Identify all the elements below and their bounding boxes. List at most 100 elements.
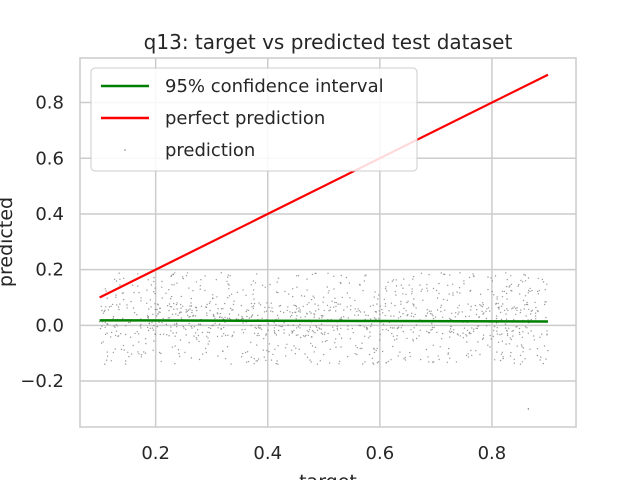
prediction-point: [146, 314, 149, 317]
prediction-point: [334, 297, 336, 299]
prediction-point: [462, 332, 464, 334]
prediction-point: [449, 328, 452, 330]
prediction-point: [206, 314, 208, 317]
prediction-point: [291, 312, 294, 314]
prediction-point: [154, 333, 156, 335]
prediction-point: [426, 283, 428, 286]
prediction-point: [173, 302, 175, 305]
prediction-point: [361, 347, 363, 350]
prediction-point: [132, 284, 134, 286]
prediction-point: [197, 329, 199, 331]
prediction-point: [541, 278, 544, 281]
prediction-point: [172, 273, 175, 276]
prediction-point: [481, 310, 483, 313]
prediction-point: [543, 303, 546, 306]
prediction-point: [256, 334, 258, 337]
prediction-point: [516, 325, 518, 328]
prediction-point: [191, 311, 193, 314]
prediction-point: [377, 298, 379, 300]
prediction-point: [527, 289, 530, 292]
prediction-point: [402, 330, 404, 333]
prediction-point: [195, 281, 198, 283]
prediction-point: [372, 362, 374, 364]
prediction-point: [217, 355, 219, 357]
prediction-point: [518, 327, 521, 330]
prediction-point: [363, 311, 366, 313]
prediction-point: [364, 361, 366, 363]
prediction-point: [333, 288, 335, 290]
prediction-point: [524, 304, 526, 306]
prediction-point: [537, 310, 539, 313]
prediction-point: [455, 361, 458, 363]
prediction-point: [403, 278, 405, 280]
prediction-point: [356, 310, 358, 313]
prediction-point: [240, 356, 243, 358]
prediction-point: [182, 325, 184, 328]
prediction-point: [468, 332, 470, 335]
prediction-point: [309, 311, 311, 313]
prediction-point: [201, 331, 204, 334]
prediction-point: [140, 323, 142, 326]
prediction-point: [381, 350, 384, 353]
prediction-point: [525, 303, 528, 306]
prediction-point: [144, 338, 147, 340]
prediction-point: [154, 292, 156, 295]
prediction-point: [304, 353, 306, 355]
prediction-point: [130, 300, 132, 303]
prediction-point: [250, 356, 252, 358]
prediction-point: [212, 314, 215, 316]
prediction-point: [221, 316, 223, 319]
prediction-point: [534, 312, 537, 314]
prediction-point: [527, 277, 530, 279]
prediction-point: [447, 353, 449, 355]
prediction-point: [359, 347, 361, 350]
prediction-point: [153, 276, 155, 279]
confidence-interval-line: [99, 319, 548, 323]
prediction-point: [508, 327, 510, 329]
prediction-point: [252, 307, 255, 310]
prediction-point: [440, 310, 442, 313]
prediction-point: [400, 303, 402, 305]
prediction-point: [457, 307, 459, 309]
prediction-point: [432, 317, 435, 320]
prediction-point: [370, 323, 373, 325]
prediction-point: [283, 322, 285, 324]
prediction-point: [456, 333, 459, 335]
prediction-point: [533, 339, 536, 341]
prediction-point: [306, 303, 308, 306]
prediction-point: [219, 316, 221, 318]
prediction-point: [374, 291, 376, 293]
prediction-point: [523, 273, 525, 276]
prediction-point: [312, 331, 315, 333]
prediction-point: [310, 342, 312, 345]
prediction-point: [508, 286, 510, 288]
prediction-point: [311, 345, 314, 347]
prediction-point: [288, 334, 290, 336]
prediction-point: [402, 293, 404, 295]
prediction-point: [259, 327, 261, 329]
prediction-point: [410, 329, 412, 331]
prediction-point: [174, 272, 176, 274]
prediction-point: [465, 354, 468, 357]
prediction-point: [216, 296, 218, 298]
prediction-point: [396, 327, 398, 330]
prediction-point: [291, 332, 293, 334]
prediction-point: [229, 275, 231, 277]
prediction-point: [501, 340, 503, 342]
prediction-point: [428, 310, 431, 312]
prediction-point: [173, 284, 175, 286]
prediction-point: [496, 296, 498, 298]
prediction-point: [119, 284, 121, 286]
prediction-point: [134, 332, 136, 335]
y-axis-label: predicted: [0, 197, 17, 287]
prediction-point: [487, 276, 489, 278]
prediction-point: [379, 333, 381, 336]
prediction-point: [199, 288, 201, 290]
prediction-point: [441, 332, 444, 335]
prediction-point: [191, 327, 193, 329]
prediction-point: [104, 309, 106, 311]
prediction-point: [245, 361, 248, 363]
prediction-point: [370, 325, 372, 328]
prediction-point: [277, 317, 280, 319]
prediction-point: [122, 292, 125, 294]
